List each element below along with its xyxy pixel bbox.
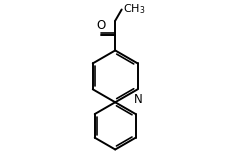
Text: N: N <box>134 93 143 106</box>
Text: CH$_3$: CH$_3$ <box>123 3 145 16</box>
Text: O: O <box>96 19 105 32</box>
